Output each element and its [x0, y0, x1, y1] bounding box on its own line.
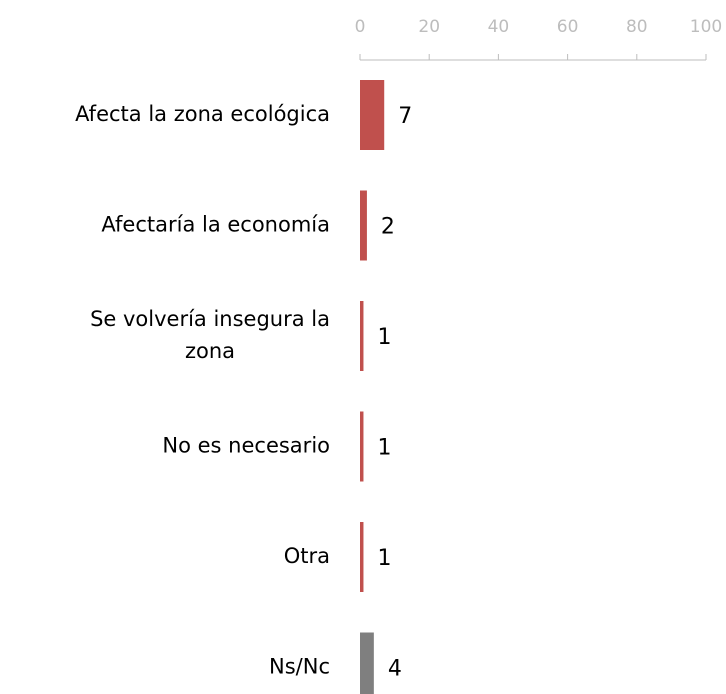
category-label: Ns/Nc	[269, 655, 330, 679]
x-tick-label: 40	[488, 17, 510, 37]
value-label: 1	[377, 546, 391, 571]
value-label: 1	[377, 325, 391, 350]
x-tick-label: 20	[418, 17, 440, 37]
x-tick-label: 0	[355, 17, 366, 37]
category-label: Otra	[284, 544, 330, 568]
category-label: Afecta la zona ecológica	[75, 102, 330, 126]
x-tick-label: 60	[557, 17, 579, 37]
bar	[360, 522, 364, 592]
category-label: Afectaría la economía	[101, 213, 330, 237]
category-label: Se volvería insegura la zona	[90, 307, 330, 363]
value-label: 7	[398, 104, 412, 129]
bar	[360, 190, 367, 261]
value-label: 1	[377, 436, 391, 461]
category-label: No es necesario	[162, 434, 330, 458]
value-label: 2	[381, 215, 395, 240]
bar	[360, 632, 374, 694]
bar	[360, 80, 385, 150]
x-tick-label: 100	[690, 17, 722, 37]
bar	[360, 411, 364, 482]
bar	[360, 301, 364, 371]
value-label: 4	[388, 657, 402, 682]
x-tick-label: 80	[626, 17, 648, 37]
